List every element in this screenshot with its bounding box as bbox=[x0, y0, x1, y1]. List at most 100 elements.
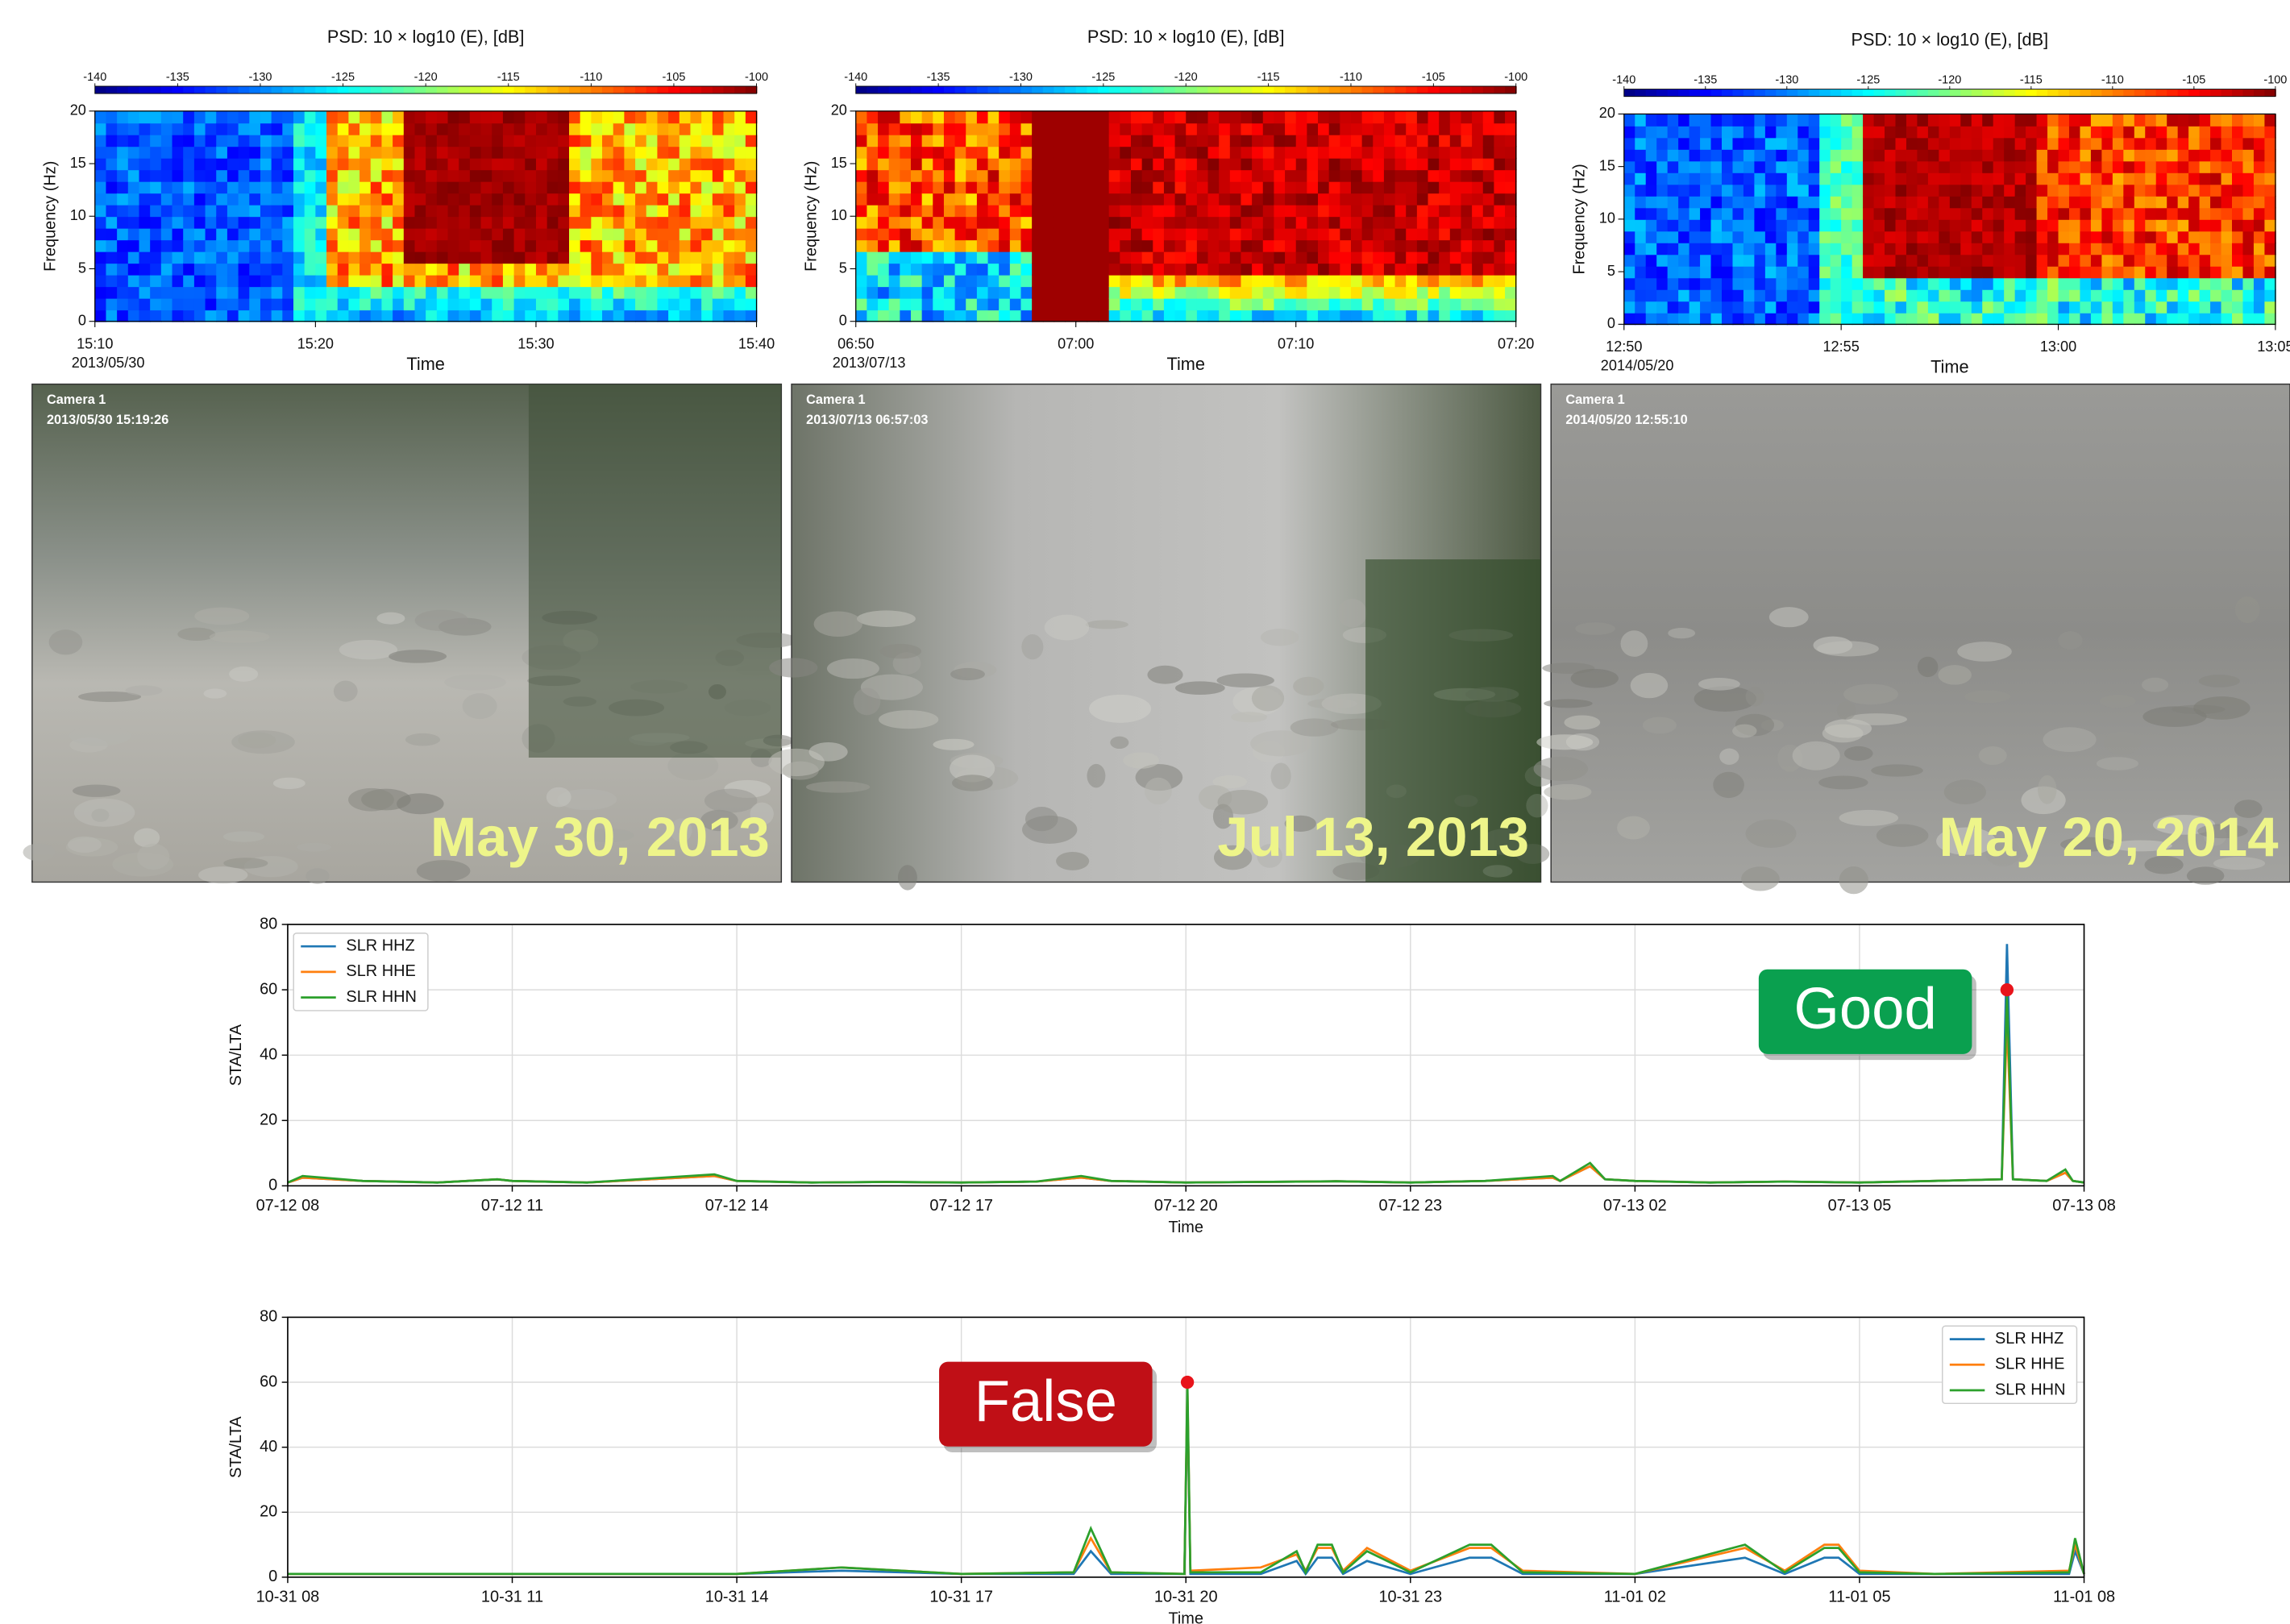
spectrogram-cell bbox=[734, 251, 746, 264]
spectrogram-cell bbox=[1831, 114, 1842, 126]
spectrogram-cell bbox=[2156, 266, 2167, 278]
spectrogram-cell bbox=[1340, 286, 1352, 298]
spectrogram-cell bbox=[194, 239, 206, 251]
spectrogram-cell bbox=[2221, 231, 2233, 243]
photo-rock bbox=[348, 788, 394, 812]
spectrogram-cell bbox=[1906, 207, 1918, 219]
spectrogram-cell bbox=[1776, 172, 1787, 185]
spectrogram-cell bbox=[1928, 277, 1939, 289]
spectrogram-cell bbox=[1765, 172, 1777, 185]
spectrogram-cell bbox=[2232, 114, 2243, 126]
spectrogram-cell bbox=[933, 193, 945, 205]
spectrogram-cell bbox=[1711, 160, 1723, 172]
spectrogram-cell bbox=[1263, 228, 1275, 240]
spectrogram-cell bbox=[360, 263, 372, 275]
y-tick-label: 5 bbox=[78, 260, 86, 276]
spectrogram-cell bbox=[95, 286, 107, 298]
spectrogram-cell bbox=[2037, 207, 2048, 219]
spectrogram-cell bbox=[381, 135, 393, 147]
spectrogram-cell bbox=[1263, 309, 1275, 322]
spectrogram-cell bbox=[260, 146, 272, 158]
spectrogram-cell bbox=[2254, 137, 2265, 149]
spectrogram-cell bbox=[2101, 277, 2113, 289]
spectrogram-cell bbox=[668, 216, 680, 228]
spectrogram-cell bbox=[426, 169, 438, 181]
spectrogram-cell bbox=[602, 181, 614, 193]
spectrogram-cell bbox=[481, 263, 493, 275]
spectrogram-cell bbox=[481, 123, 493, 135]
spectrogram-cell bbox=[227, 298, 239, 310]
spectrogram-cell bbox=[404, 158, 416, 170]
spectrogram-cell bbox=[1668, 149, 1679, 161]
spectrogram-cell bbox=[338, 228, 350, 240]
spectrogram-cell bbox=[547, 263, 559, 275]
spectrogram-cell bbox=[1186, 111, 1198, 123]
spectrogram-cell bbox=[360, 193, 372, 205]
spectrogram-cell bbox=[1798, 219, 1809, 231]
spectrogram-cell bbox=[1351, 205, 1363, 217]
spectrogram-cell bbox=[2264, 126, 2275, 138]
spectrogram-cell bbox=[536, 123, 548, 135]
spectrogram-cell bbox=[2167, 172, 2178, 185]
spectrogram-cell bbox=[161, 169, 173, 181]
spectrogram-cell bbox=[1972, 149, 1983, 161]
spectrogram-cell bbox=[1142, 275, 1154, 287]
spectrogram-cell bbox=[2156, 219, 2167, 231]
spectrogram-cell bbox=[2015, 114, 2026, 126]
photo-rock bbox=[137, 844, 169, 870]
spectrogram-cell bbox=[724, 298, 736, 310]
spectrogram-cell bbox=[2264, 243, 2275, 255]
spectrogram-cell bbox=[900, 193, 912, 205]
spectrogram-cell bbox=[106, 146, 118, 158]
colorbar-cell bbox=[1960, 89, 1972, 97]
spectrogram-cell bbox=[966, 228, 978, 240]
spectrogram-cell bbox=[239, 123, 251, 135]
spectrogram-cell bbox=[1406, 193, 1418, 205]
spectrogram-cell bbox=[1689, 313, 1701, 325]
spectrogram-cell bbox=[2178, 243, 2189, 255]
spectrogram-cell bbox=[426, 135, 438, 147]
spectrogram-cell bbox=[1318, 123, 1330, 135]
colorbar-cell bbox=[1928, 89, 1939, 97]
spectrogram-cell bbox=[1175, 193, 1187, 205]
spectrogram-cell bbox=[338, 123, 350, 135]
spectrogram-cell bbox=[2254, 160, 2265, 172]
x-axis-label: Time bbox=[1166, 354, 1205, 374]
spectrogram-cell bbox=[1950, 266, 1961, 278]
spectrogram-cell bbox=[569, 111, 581, 123]
spectrogram-cell bbox=[525, 135, 537, 147]
spectrogram-cell bbox=[701, 181, 713, 193]
spectrogram-cell bbox=[1406, 158, 1418, 170]
spectrogram-cell bbox=[414, 146, 426, 158]
spectrogram-cell bbox=[569, 263, 581, 275]
spectrogram-cell bbox=[734, 216, 746, 228]
spectrogram-cell bbox=[547, 135, 559, 147]
spectrogram-cell bbox=[1624, 243, 1635, 255]
photo-rock bbox=[2199, 675, 2240, 687]
spectrogram-cell bbox=[216, 309, 228, 322]
spectrogram-cell bbox=[1131, 275, 1143, 287]
spectrogram-cell bbox=[999, 286, 1011, 298]
spectrogram-cell bbox=[856, 205, 868, 217]
spectrogram-cell bbox=[1351, 298, 1363, 310]
spectrogram-cell bbox=[580, 181, 592, 193]
spectrogram-cell bbox=[1043, 111, 1055, 123]
spectrogram-cell bbox=[117, 169, 129, 181]
spectrogram-cell bbox=[1917, 137, 1928, 149]
colorbar-cell bbox=[381, 86, 393, 93]
spectrogram-cell bbox=[1895, 114, 1906, 126]
spectrogram-cell bbox=[1831, 289, 1842, 301]
y-tick-label: 15 bbox=[1599, 157, 1615, 173]
spectrogram-cell bbox=[1874, 266, 1885, 278]
spectrogram-cell bbox=[635, 216, 647, 228]
spectrogram-cell bbox=[1852, 196, 1864, 208]
spectrogram-cell bbox=[2200, 277, 2211, 289]
spectrogram-cell bbox=[1917, 207, 1928, 219]
colorbar-cell bbox=[227, 86, 239, 93]
spectrogram-cell bbox=[1841, 137, 1852, 149]
photo-date: May 20, 2014 bbox=[1939, 806, 2278, 868]
spectrogram-cell bbox=[1852, 301, 1864, 313]
spectrogram-cell bbox=[1087, 239, 1099, 251]
photo-rock bbox=[68, 837, 102, 853]
spectrogram-cell bbox=[239, 251, 251, 264]
